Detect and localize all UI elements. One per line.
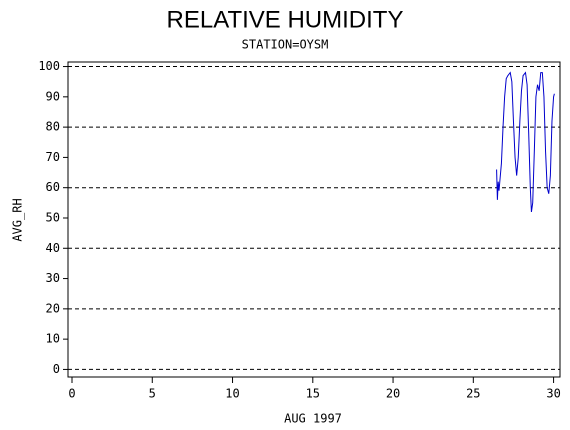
- x-tick-label: 0: [68, 387, 75, 401]
- y-tick-label: 30: [46, 271, 60, 285]
- y-tick-label: 80: [46, 120, 60, 134]
- y-tick-label: 0: [53, 362, 60, 376]
- y-tick-label: 70: [46, 150, 60, 164]
- y-tick-label: 90: [46, 89, 60, 103]
- x-tick-label: 20: [386, 387, 400, 401]
- chart-subtitle: STATION=OYSM: [242, 38, 329, 52]
- x-tick-label: 15: [306, 387, 320, 401]
- x-axis-label: AUG 1997: [284, 412, 342, 426]
- x-tick-label: 25: [466, 387, 480, 401]
- x-tick-label: 10: [225, 387, 239, 401]
- y-tick-label: 10: [46, 332, 60, 346]
- y-tick-label: 100: [38, 59, 60, 73]
- y-tick-label: 40: [46, 241, 60, 255]
- x-tick-label: 30: [546, 387, 560, 401]
- y-tick-label: 60: [46, 180, 60, 194]
- chart-title: RELATIVE HUMIDITY: [167, 6, 404, 33]
- y-tick-label: 20: [46, 301, 60, 315]
- data-line: [496, 71, 555, 212]
- plot-frame: [67, 61, 561, 378]
- y-tick-label: 50: [46, 210, 60, 224]
- y-axis-label: AVG_RH: [11, 198, 25, 241]
- x-tick-label: 5: [149, 387, 156, 401]
